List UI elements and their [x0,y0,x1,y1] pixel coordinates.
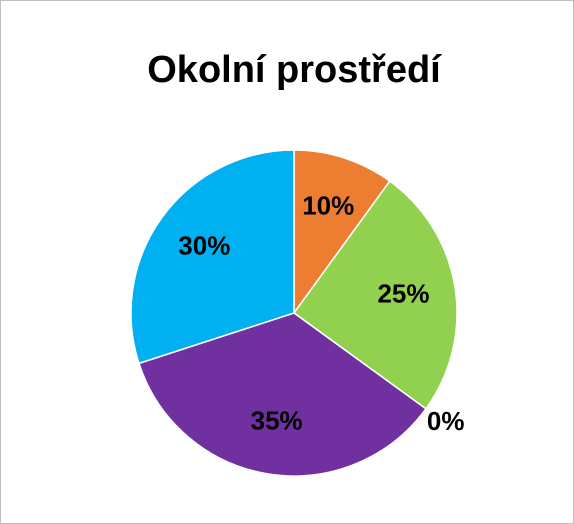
data-label: 35% [251,405,303,435]
data-label: 25% [377,279,429,309]
pie-slice [130,149,295,365]
pie-slice [293,149,391,316]
data-label: 0% [427,406,465,436]
chart-title: Okolní prostředí [147,49,442,91]
data-label: 10% [302,190,354,220]
data-label: 30% [178,231,230,261]
pie-slice [138,312,427,477]
pie-slice [292,180,458,410]
